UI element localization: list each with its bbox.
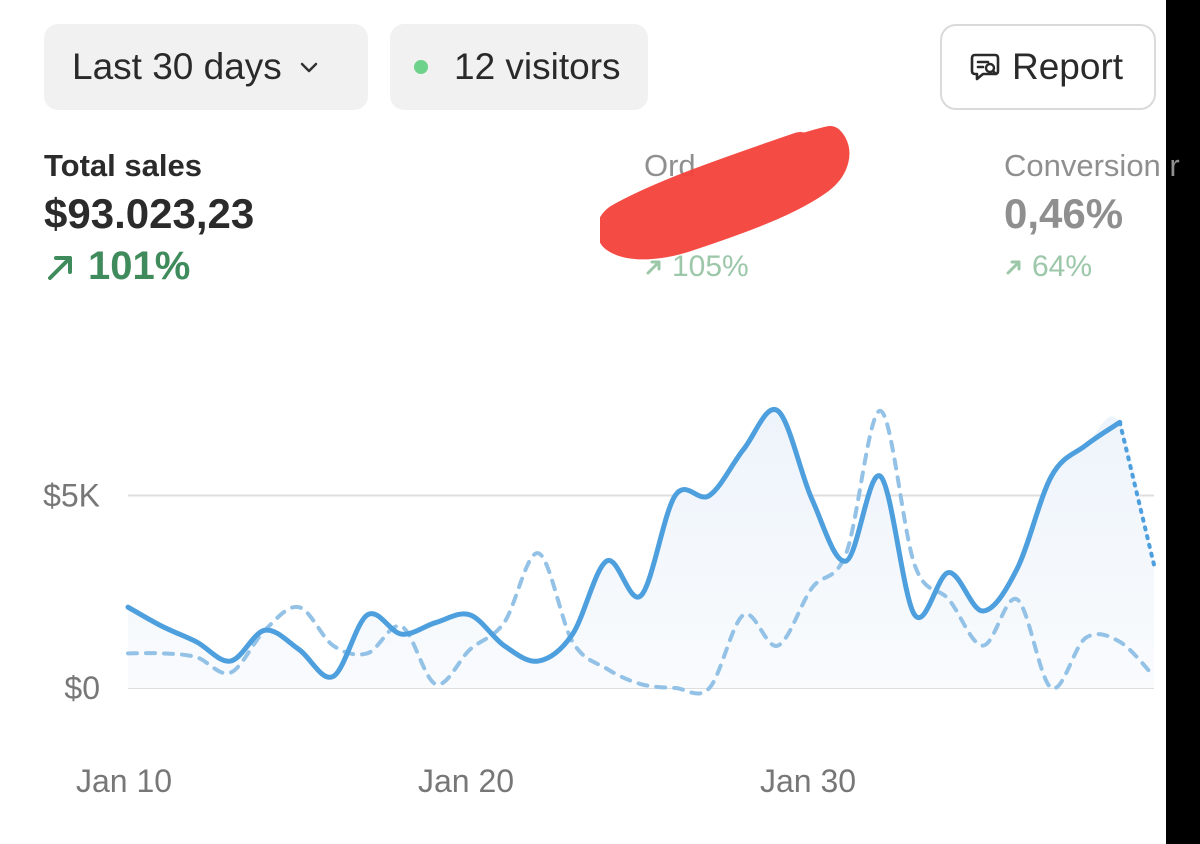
- trend-up-icon: [48, 255, 72, 280]
- metric-change-value: 64%: [1032, 250, 1093, 283]
- live-status-dot-icon: [414, 60, 428, 74]
- report-icon: [970, 53, 1000, 81]
- y-tick-label: $5K: [43, 478, 100, 514]
- metric-change: 101%: [44, 244, 254, 289]
- sales-line-chart[interactable]: $0 $5K Jan 10 Jan 20 Jan 30: [0, 380, 1200, 820]
- redaction-scribble: [600, 126, 850, 260]
- metric-total-sales[interactable]: Total sales $93.023,23 101%: [44, 148, 254, 289]
- sales-series-area: [128, 409, 1154, 688]
- y-tick-label: $0: [64, 670, 100, 706]
- chevron-down-icon: [300, 62, 318, 73]
- metric-change-value: 101%: [88, 244, 191, 288]
- sales-series-partial-line: [1117, 420, 1156, 567]
- metric-change-value: 105%: [672, 250, 749, 283]
- x-tick-label: Jan 30: [760, 763, 856, 799]
- metric-change: 105%: [644, 250, 749, 284]
- metric-change: 64%: [1004, 250, 1180, 284]
- metric-conversion-rate[interactable]: Conversion r 0,46% 64%: [1004, 148, 1180, 284]
- metric-value: $93.023,23: [44, 190, 255, 237]
- metric-label: Total sales: [44, 148, 202, 183]
- visitors-label: 12 visitors: [454, 46, 621, 87]
- metric-label: Conversion r: [1004, 148, 1180, 183]
- live-visitors-badge[interactable]: 12 visitors: [390, 24, 648, 110]
- x-tick-label: Jan 20: [418, 763, 514, 799]
- comparison-series-line: [126, 408, 1156, 696]
- date-range-label: Last 30 days: [72, 46, 282, 87]
- device-frame-edge: [1166, 0, 1200, 844]
- toolbar: Last 30 days 12 visitors Report: [44, 24, 1156, 110]
- report-label: Report: [1012, 46, 1124, 87]
- sales-series-line: [125, 406, 1123, 680]
- report-button[interactable]: Report: [940, 24, 1156, 110]
- trend-up-icon: [1006, 260, 1021, 275]
- date-range-dropdown[interactable]: Last 30 days: [44, 24, 368, 110]
- trend-up-icon: [646, 260, 661, 275]
- metric-value: 0,46%: [1004, 190, 1124, 237]
- x-tick-label: Jan 10: [76, 763, 172, 799]
- metric-orders[interactable]: Ord 105%: [644, 148, 749, 284]
